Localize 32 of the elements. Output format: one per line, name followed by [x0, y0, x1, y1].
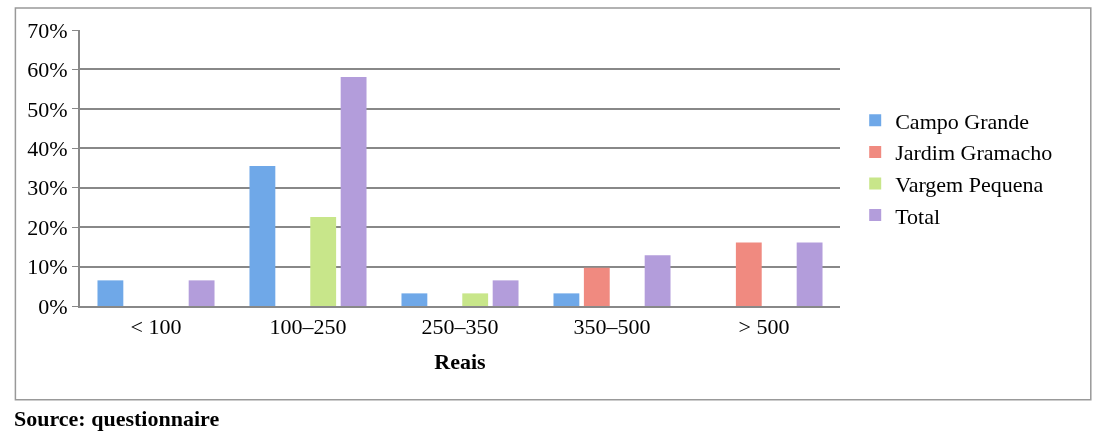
bar: [340, 76, 367, 306]
legend-label: Campo Grande: [895, 108, 1029, 134]
y-tick-label: 60%: [27, 57, 68, 83]
bar: [249, 166, 276, 306]
y-tick-label: 30%: [27, 175, 68, 201]
bar: [553, 293, 580, 306]
bar: [310, 216, 337, 306]
y-tick-label: 50%: [27, 96, 68, 122]
bar: [796, 242, 823, 306]
legend-label: Vargem Pequena: [895, 172, 1044, 198]
x-tick-label: 250–350: [421, 314, 499, 340]
x-tick-label: > 500: [738, 314, 790, 340]
bar: [401, 293, 428, 306]
bar: [462, 293, 489, 306]
y-tick-label: 70%: [27, 17, 68, 43]
y-tick-label: 20%: [27, 214, 68, 240]
legend-label: Jardim Gramacho: [895, 140, 1053, 166]
source-note: Source: questionnaire: [14, 406, 220, 431]
x-tick-label: < 100: [130, 314, 182, 340]
y-tick-label: 40%: [27, 135, 68, 161]
x-axis-title: Reais: [434, 348, 487, 374]
x-tick-label: 350–500: [573, 314, 651, 340]
bar: [735, 242, 762, 306]
bar: [188, 280, 215, 306]
bar: [583, 267, 610, 306]
bar: [644, 255, 671, 306]
legend-label: Total: [895, 203, 941, 229]
bar: [492, 280, 519, 306]
y-tick-label: 0%: [38, 293, 68, 319]
x-tick-label: 100–250: [269, 314, 347, 340]
y-tick-label: 10%: [27, 254, 68, 280]
bar: [97, 280, 124, 306]
